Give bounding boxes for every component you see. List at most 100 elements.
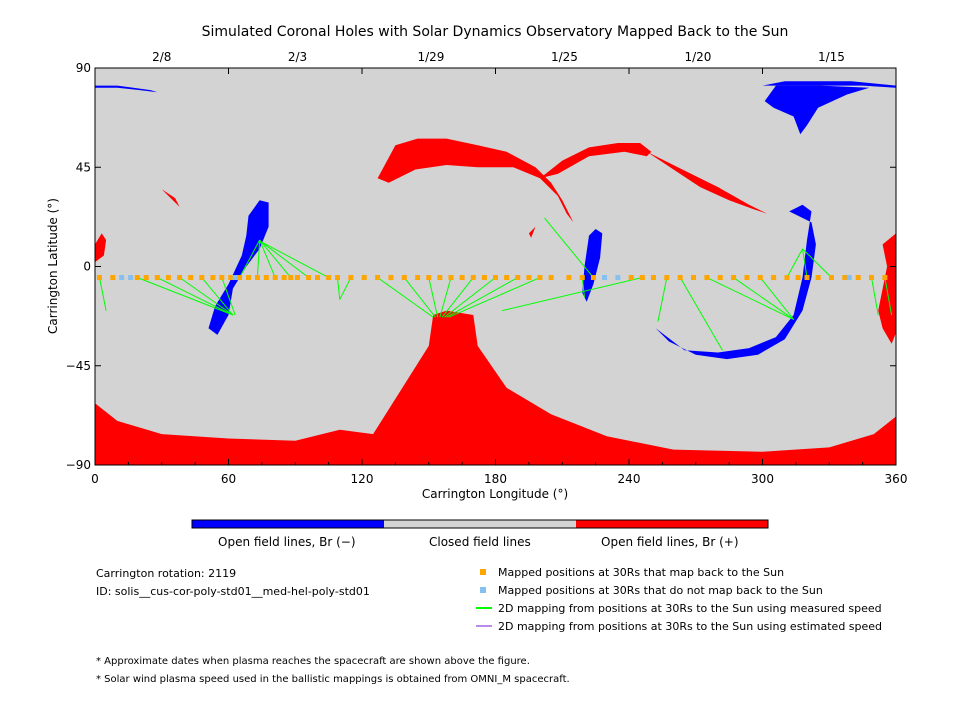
mapped-position-point (481, 275, 487, 281)
mapped-position-point (804, 275, 810, 281)
unmapped-position-point (602, 275, 608, 281)
field-line-mapping (802, 248, 808, 278)
y-axis-label: Carrington Latitude (°) (46, 198, 60, 334)
field-line-mapping (239, 239, 261, 278)
mapped-position-point (272, 275, 278, 281)
x-tick-label: 180 (484, 472, 507, 486)
mapped-position-point (288, 275, 294, 281)
colorbar-frame (191, 519, 769, 529)
north-negative-streak (95, 85, 158, 93)
colorbar-segment (192, 520, 384, 528)
field-line-mapping (403, 277, 436, 318)
legend-label-mapped-back: Mapped positions at 30Rs that map back t… (498, 566, 785, 579)
mapped-position-point (590, 275, 596, 281)
field-line-mapping (261, 241, 329, 278)
field-line-mapping (179, 277, 234, 316)
mapped-position-point (815, 275, 821, 281)
field-line-mapping (256, 240, 261, 278)
carrington-rotation: Carrington rotation: 2119 (96, 567, 237, 580)
mapped-position-point (188, 275, 194, 281)
mapped-position-point (548, 275, 554, 281)
mapped-position-point (143, 275, 149, 281)
mapped-position-point (134, 275, 140, 281)
mapped-position-point (165, 275, 171, 281)
top-date-label: 2/8 (152, 50, 171, 64)
small-positive-hole-a (161, 189, 180, 207)
field-line-mapping (502, 277, 643, 312)
mapped-position-point (315, 275, 320, 281)
mapped-position-point (335, 275, 341, 281)
x-tick-label: 120 (351, 472, 374, 486)
legend-swatch-mapped-back (480, 569, 486, 575)
field-line-mapping (337, 277, 341, 300)
negative-hole-lon70 (208, 200, 269, 335)
field-line-mapping (786, 248, 803, 278)
field-line-mapping (137, 277, 234, 316)
mapped-position-point (246, 275, 252, 281)
colorbar-segment (576, 520, 768, 528)
colorbar-label-negative: Open field lines, Br (−) (218, 535, 356, 549)
model-id: ID: solis__cus-cor-poly-std01__med-hel-p… (96, 585, 370, 598)
mapped-position-point (199, 275, 205, 281)
x-tick-label: 360 (885, 472, 908, 486)
north-polar-negative-strip (762, 81, 896, 88)
mapped-position-point (771, 275, 777, 281)
mapped-position-point (628, 275, 634, 281)
legend-line-estimated (476, 625, 492, 627)
field-line-mapping (448, 277, 541, 318)
field-line-mapping (98, 277, 107, 311)
mapped-position-point (795, 275, 801, 281)
field-line-mapping (259, 239, 276, 278)
mapped-position-point (361, 275, 367, 281)
x-tick-label: 240 (618, 472, 641, 486)
field-line-mapping (377, 277, 434, 318)
mapped-position-point (415, 275, 421, 281)
plot-area (94, 67, 897, 466)
mapped-position-point (448, 275, 454, 281)
field-line-mapping (706, 277, 794, 320)
mapped-position-point (306, 275, 312, 281)
x-tick-label: 60 (221, 472, 236, 486)
mapped-position-point (237, 275, 243, 281)
unmapped-position-point (232, 275, 238, 281)
y-tick-label: 0 (83, 260, 91, 274)
mapped-position-point (96, 275, 102, 281)
mapped-position-point (326, 275, 332, 281)
mapped-position-point (470, 275, 476, 281)
unmapped-position-point (846, 275, 852, 281)
legend-swatch-not-mapped (480, 587, 486, 593)
colorbar-label-positive: Open field lines, Br (+) (601, 535, 739, 549)
legend-label-measured: 2D mapping from positions at 30Rs to the… (498, 602, 882, 615)
mapped-position-point (426, 275, 432, 281)
field-line-mapping (441, 277, 474, 318)
mapped-position-point (842, 275, 848, 281)
negative-hole-lon225 (582, 229, 603, 302)
colorbar (191, 519, 769, 529)
field-line-mapping (581, 277, 585, 298)
mapped-position-point (388, 275, 394, 281)
footnote-dates: * Approximate dates when plasma reaches … (96, 656, 530, 667)
field-line-mapping (339, 277, 352, 300)
unmapped-position-point (119, 275, 125, 281)
top-date-label: 1/20 (684, 50, 711, 64)
x-tick-label: 0 (91, 472, 99, 486)
y-tick-label: 90 (76, 61, 91, 75)
north-positive-tail-hole (540, 143, 652, 179)
x-axis-label: Carrington Longitude (°) (422, 487, 568, 501)
mapped-position-point (784, 275, 790, 281)
unmapped-position-point (128, 275, 134, 281)
top-date-label: 2/3 (288, 50, 307, 64)
field-line-mapping (759, 277, 795, 320)
mapped-position-point (504, 275, 510, 281)
legend-line-measured (476, 607, 492, 609)
north-positive-tail-end (646, 151, 767, 214)
top-date-label: 1/25 (551, 50, 578, 64)
chart-title: Simulated Coronal Holes with Solar Dynam… (202, 24, 789, 40)
unmapped-position-point (615, 275, 621, 281)
mapped-position-point (375, 275, 381, 281)
mapped-position-point (219, 275, 225, 281)
mapped-position-point (566, 275, 572, 281)
field-line-mapping (544, 217, 594, 278)
mapped-position-point (493, 275, 498, 281)
mapped-position-point (210, 275, 216, 281)
